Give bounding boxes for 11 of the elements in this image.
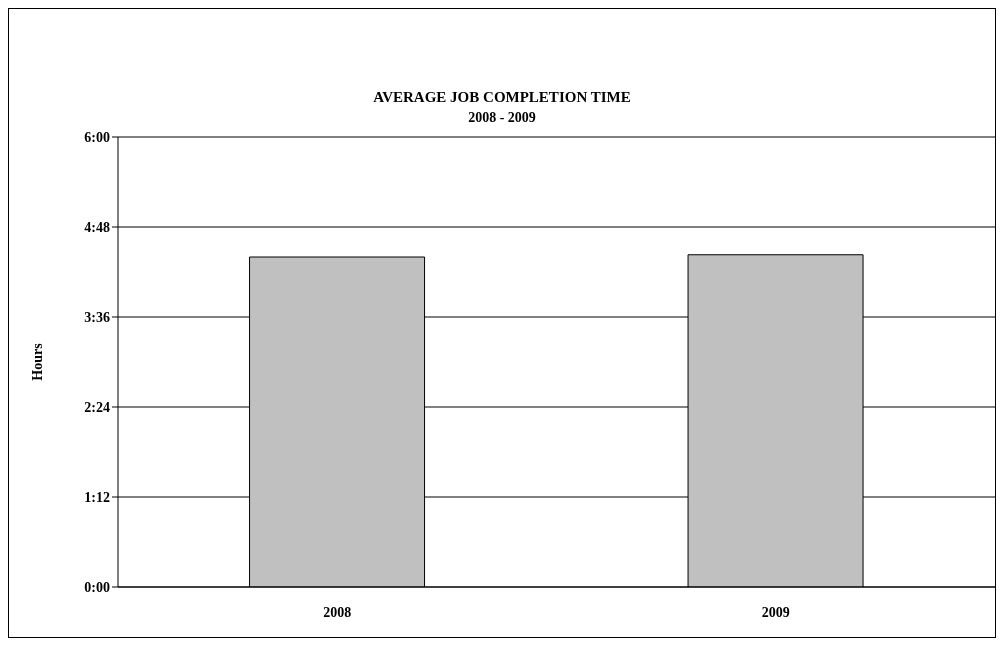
chart-subtitle: 2008 - 2009: [467, 110, 537, 126]
chart-title: AVERAGE JOB COMPLETION TIME: [372, 89, 632, 106]
y-tick-label: 3:36: [84, 309, 110, 325]
y-tick-label: 0:00: [84, 579, 110, 595]
x-tick-label: 2009: [761, 604, 790, 620]
y-tick-label: 6:00: [84, 129, 110, 145]
y-tick-label: 1:12: [84, 489, 110, 505]
y-tick-label: 2:24: [84, 399, 110, 415]
y-axis-title: Hours: [29, 342, 45, 381]
x-tick-label: 2008: [323, 604, 352, 620]
y-tick-label: 4:48: [84, 219, 110, 235]
